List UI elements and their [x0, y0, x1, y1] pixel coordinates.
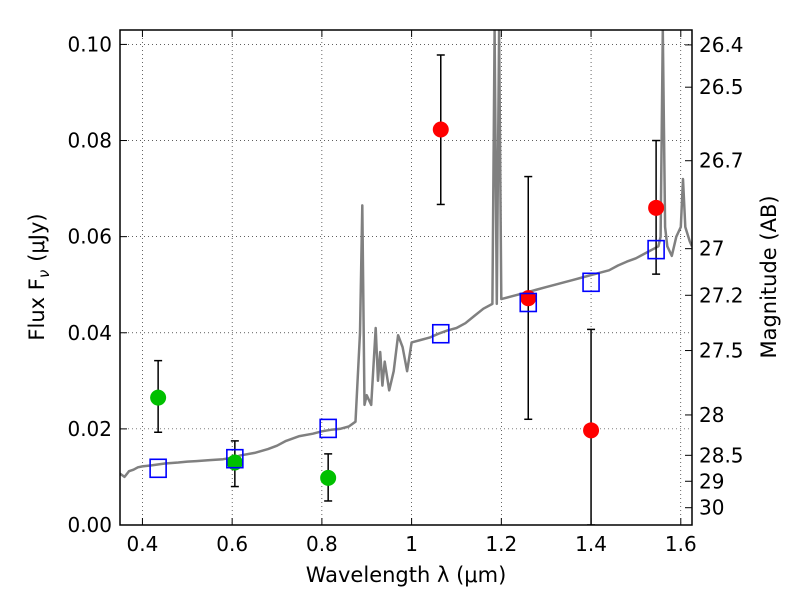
model-point [226, 448, 244, 469]
model-point [431, 323, 450, 344]
model-point [647, 239, 665, 260]
data-point [432, 121, 449, 138]
y-axis-title: Flux Fν (μJy) [25, 213, 53, 340]
right-tick-label: 28.5 [699, 443, 744, 467]
data-markers [149, 121, 665, 486]
y-axis-title-subscript: ν [35, 270, 53, 278]
x-tick-label: 0.6 [216, 532, 248, 556]
ticks: 0.4 0.6 0.8 1 1.2 1.4 1.6 0.00 0.02 0.04 0.06 0.08 0… [67, 30, 744, 556]
right-tick-label: 30 [699, 496, 724, 520]
x-tick-label: 1.2 [485, 532, 517, 556]
x-axis-title: Wavelength λ (μm) [306, 563, 507, 587]
x-tick-label: 1.4 [575, 532, 607, 556]
right-tick-label: 26.4 [699, 33, 744, 57]
y-tick-label: 0.00 [67, 513, 112, 537]
error-bars [154, 54, 661, 525]
model-spectrum [120, 30, 692, 479]
x-tick-label: 1 [405, 532, 418, 556]
model-point [319, 418, 337, 439]
y-axis-title-group: Flux Fν (μJy) [25, 213, 53, 340]
y-tick-label: 0.06 [67, 225, 112, 249]
y-tick-label: 0.10 [67, 32, 112, 56]
y-tick-label: 0.04 [67, 321, 112, 345]
right-tick-label: 29 [699, 469, 724, 493]
right-tick-label: 27.2 [699, 283, 744, 307]
y-tick-label: 0.02 [67, 417, 112, 441]
plot-frame [119, 29, 693, 526]
x-tick-label: 0.8 [306, 532, 338, 556]
model-point [582, 272, 600, 293]
right-tick-label: 26.7 [699, 149, 744, 173]
y-axis-title-main: Flux F [25, 278, 49, 340]
data-point [520, 290, 537, 307]
grid [120, 30, 692, 525]
data-point [648, 199, 665, 216]
spectrum-line [120, 30, 692, 479]
data-point [226, 454, 243, 471]
right-tick-label: 28 [699, 403, 724, 427]
right-tick-label: 27 [699, 237, 724, 261]
right-axis-title: Magnitude (AB) [757, 195, 781, 358]
x-tick-label: 1.6 [665, 532, 697, 556]
right-tick-label: 27.5 [699, 339, 744, 363]
data-point [320, 469, 337, 486]
y-tick-label: 0.08 [67, 129, 112, 153]
model-point [519, 292, 538, 313]
right-tick-label: 26.5 [699, 75, 744, 99]
model-point [149, 458, 167, 479]
x-tick-label: 0.4 [127, 532, 159, 556]
y-axis-title-unit: (μJy) [25, 213, 49, 261]
data-point [150, 389, 167, 406]
data-point [583, 422, 600, 439]
